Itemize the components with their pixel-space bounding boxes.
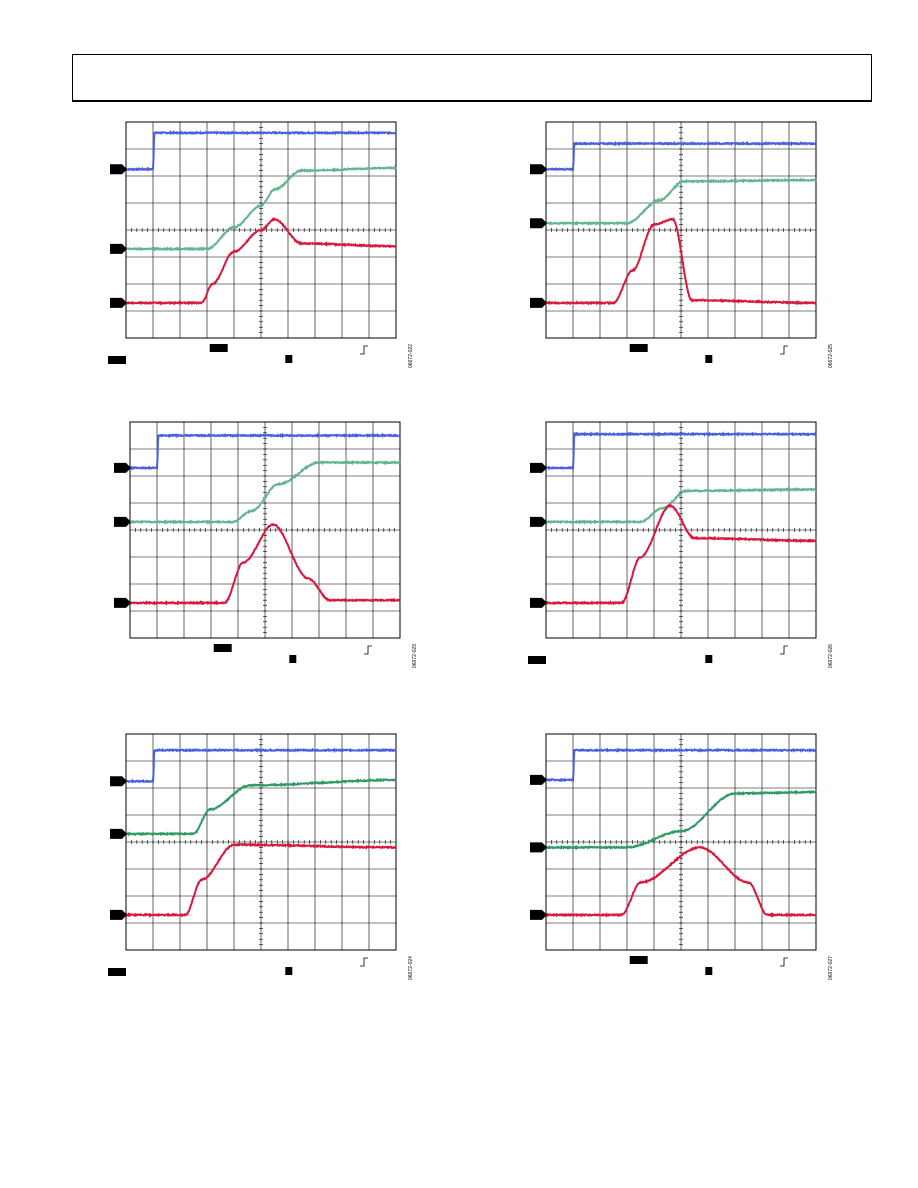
figure-id-4: 06672-026 xyxy=(828,644,834,668)
trigger-icon xyxy=(780,345,788,355)
trace-ch3 xyxy=(545,217,817,306)
readout-block xyxy=(705,967,713,975)
trace-ch2 xyxy=(545,177,817,226)
readout-block xyxy=(209,344,228,352)
channel-marker xyxy=(110,828,127,839)
trace-ch3 xyxy=(545,502,817,606)
trace-ch1 xyxy=(545,140,817,172)
readout-block xyxy=(289,655,297,663)
trigger-icon xyxy=(780,645,788,655)
figure-id-6: 06672-027 xyxy=(828,956,834,980)
scope-svg xyxy=(108,121,397,364)
scope-grid xyxy=(545,733,817,951)
scope-plot-2 xyxy=(528,118,838,378)
channel-marker xyxy=(530,218,547,229)
figure-id-3: 06672-023 xyxy=(412,644,418,668)
trace-ch2 xyxy=(545,486,817,525)
trace-ch1 xyxy=(125,747,397,784)
trigger-icon xyxy=(780,957,788,967)
trace-ch3 xyxy=(129,523,401,606)
channel-marker xyxy=(530,297,547,308)
readout-block xyxy=(705,655,713,663)
scope-plot-6 xyxy=(528,730,838,990)
channel-marker xyxy=(530,462,547,473)
scope-grid xyxy=(129,421,401,639)
readout-block xyxy=(705,355,713,363)
page-header-box xyxy=(72,54,872,102)
trace-ch2 xyxy=(125,165,397,252)
channel-marker xyxy=(114,597,131,608)
scope-svg xyxy=(530,121,817,363)
channel-marker xyxy=(110,164,127,175)
channel-marker xyxy=(110,243,127,254)
channel-marker xyxy=(530,164,547,175)
trace-ch1 xyxy=(129,432,401,471)
channel-marker xyxy=(114,516,131,527)
trace-ch1 xyxy=(545,431,817,472)
trigger-icon xyxy=(360,345,368,355)
trace-ch3 xyxy=(545,845,817,918)
scope-plot-3 xyxy=(112,418,422,678)
readout-block xyxy=(285,355,293,363)
readout-block xyxy=(108,968,126,976)
scope-grid xyxy=(545,421,817,639)
trigger-icon xyxy=(360,957,368,967)
trace-ch1 xyxy=(545,747,817,783)
channel-marker xyxy=(110,297,127,308)
channel-marker xyxy=(114,462,131,473)
channel-marker xyxy=(530,774,547,785)
readout-block xyxy=(285,967,293,975)
figure-id-2: 06672-025 xyxy=(828,344,834,368)
figure-id-1: 06672-022 xyxy=(408,344,414,368)
scope-plot-1 xyxy=(108,118,418,378)
readout-block xyxy=(629,344,648,352)
channel-marker xyxy=(110,909,127,920)
trace-ch2 xyxy=(545,789,817,851)
trace-ch2 xyxy=(129,459,401,525)
scope-grid xyxy=(125,733,397,951)
scope-svg xyxy=(528,421,817,664)
figure-id-5: 06672-024 xyxy=(408,956,414,980)
scope-svg xyxy=(114,421,401,663)
trace-ch1 xyxy=(125,129,397,172)
readout-block xyxy=(213,644,232,652)
scope-svg xyxy=(108,733,397,976)
channel-marker xyxy=(530,909,547,920)
channel-marker xyxy=(110,776,127,787)
readout-block xyxy=(108,356,126,364)
channel-marker xyxy=(530,516,547,527)
scope-plot-5 xyxy=(108,730,418,990)
trace-ch3 xyxy=(125,841,397,918)
trigger-icon xyxy=(364,645,372,655)
scope-plot-4 xyxy=(528,418,838,678)
trace-ch3 xyxy=(125,217,397,306)
readout-block xyxy=(528,656,546,664)
readout-block xyxy=(629,956,648,964)
trace-ch2 xyxy=(125,777,397,837)
channel-marker xyxy=(530,842,547,853)
scope-svg xyxy=(530,733,817,975)
channel-marker xyxy=(530,597,547,608)
scope-grid xyxy=(545,121,817,339)
